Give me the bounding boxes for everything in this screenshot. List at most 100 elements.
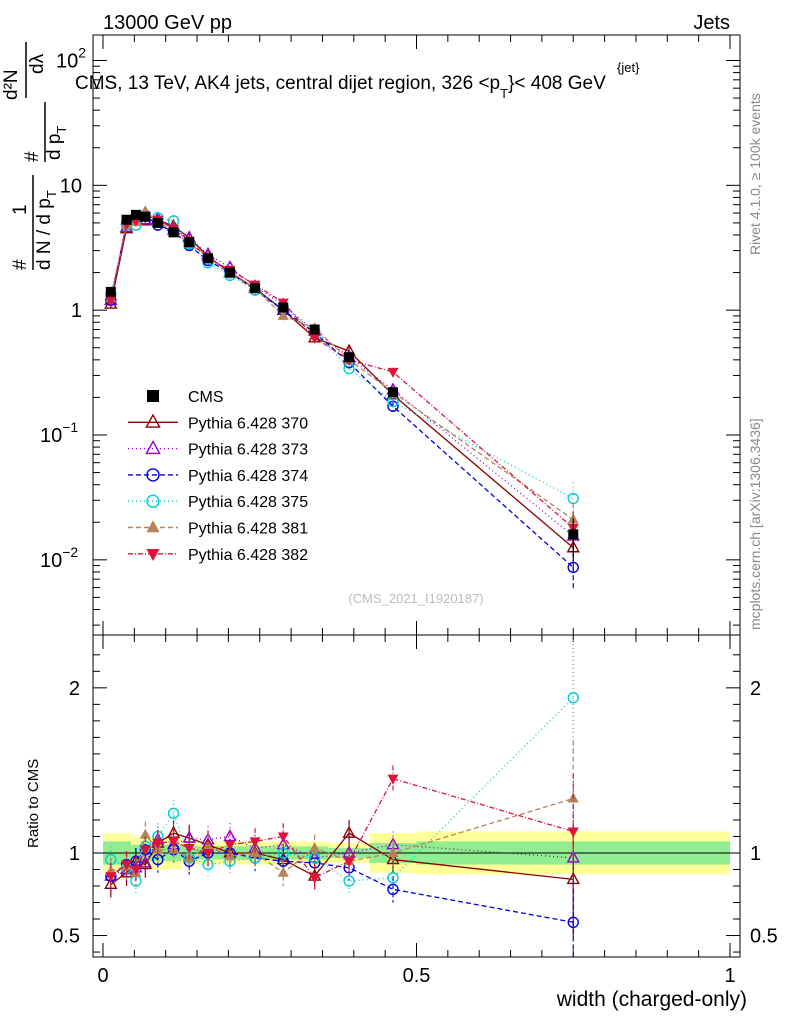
data-point-CMS bbox=[344, 352, 355, 363]
ratio-y-label: Ratio to CMS bbox=[25, 759, 42, 848]
legend-item-p375: Pythia 6.428 375 bbox=[128, 494, 308, 511]
legend: CMS Pythia 6.428 370 Pythia 6.428 373 Pythi… bbox=[128, 389, 308, 564]
analysis-id: (CMS_2021_I1920187) bbox=[348, 591, 483, 606]
ratio-point-p382 bbox=[343, 857, 355, 868]
ratio-point-p382 bbox=[183, 844, 195, 855]
data-point-p370 bbox=[104, 296, 118, 309]
mcplots-credit: mcplots.cern.ch [arXiv:1306.3436] bbox=[747, 418, 763, 630]
ratio-series bbox=[104, 639, 580, 957]
ylabel-dN: d N / d pT bbox=[34, 190, 59, 270]
data-point-p374 bbox=[567, 561, 579, 574]
ratio-point-p382 bbox=[567, 827, 579, 838]
main-y-label: # 1 d N / d pT # d pT d²N dλ bbox=[1, 42, 69, 270]
data-point-p382 bbox=[105, 296, 117, 307]
ylabel-dpT: d pT bbox=[44, 126, 69, 160]
ratio-line-p382 bbox=[110, 777, 574, 879]
ratio-y-tick-label: 2 bbox=[69, 678, 80, 700]
legend-label: Pythia 6.428 381 bbox=[188, 521, 308, 538]
legend-marker-p373 bbox=[145, 439, 161, 455]
series-line-p370 bbox=[110, 216, 574, 549]
legend-item-CMS: CMS bbox=[147, 389, 224, 406]
series-p370 bbox=[104, 210, 580, 572]
data-point-CMS bbox=[121, 214, 132, 225]
ratio-point-p382 bbox=[202, 848, 214, 859]
legend-label: Pythia 6.428 382 bbox=[188, 547, 308, 564]
legend-marker-p381 bbox=[146, 520, 160, 533]
legend-marker-p370 bbox=[145, 413, 161, 428]
data-point-p381 bbox=[277, 309, 289, 320]
ratio-y-tick-label-right: 1 bbox=[750, 843, 761, 865]
legend-marker-CMS bbox=[147, 390, 159, 402]
ratio-point-p381 bbox=[139, 828, 151, 839]
ratio-point-p382 bbox=[152, 839, 164, 850]
ratio-point-p382 bbox=[105, 872, 117, 883]
x-tick-label: 0 bbox=[97, 965, 108, 987]
data-point-p382 bbox=[309, 333, 321, 344]
legend-label: Pythia 6.428 373 bbox=[188, 442, 308, 459]
ratio-point-p373 bbox=[566, 850, 580, 863]
legend-item-p370: Pythia 6.428 370 bbox=[128, 413, 308, 432]
legend-item-p382: Pythia 6.428 382 bbox=[128, 547, 308, 564]
ratio-point-p382 bbox=[121, 860, 133, 871]
ratio-point-p382 bbox=[224, 840, 236, 851]
main-axis-ticks: 102 10 1 10−1 10−2 bbox=[40, 35, 740, 635]
ratio-point-p375 bbox=[387, 872, 399, 884]
ratio-point-p382 bbox=[130, 865, 142, 876]
plot-title-end: }< 408 GeV bbox=[508, 73, 606, 94]
y-tick-label: 102 bbox=[56, 44, 86, 72]
data-point-CMS bbox=[387, 387, 398, 398]
ylabel-one: 1 bbox=[10, 204, 31, 215]
plot-title-main: CMS, 13 TeV, AK4 jets, central dijet reg… bbox=[75, 73, 500, 94]
data-point-CMS bbox=[105, 286, 116, 297]
ratio-point-p375 bbox=[167, 807, 180, 820]
ratio-point-p373 bbox=[138, 855, 153, 868]
ratio-point-p382 bbox=[309, 873, 321, 884]
legend-marker-p382 bbox=[146, 549, 160, 561]
ratio-line-p381 bbox=[110, 797, 574, 874]
ratio-point-p370 bbox=[386, 852, 400, 865]
ratio-point-p381 bbox=[277, 866, 289, 877]
ratio-point-p382 bbox=[168, 837, 180, 848]
legend-label: Pythia 6.428 374 bbox=[188, 468, 308, 485]
legend-label: CMS bbox=[188, 389, 224, 406]
legend-label: Pythia 6.428 370 bbox=[188, 415, 308, 432]
ylabel-hash2: # bbox=[22, 151, 43, 162]
data-point-CMS bbox=[130, 209, 141, 220]
ratio-point-p382 bbox=[387, 774, 399, 785]
ratio-y-tick-label-right: 0.5 bbox=[750, 926, 778, 948]
y-tick-label: 10−1 bbox=[40, 419, 78, 447]
ratio-point-p382 bbox=[249, 837, 261, 848]
main-plot-frame bbox=[92, 34, 741, 636]
x-axis-label: width (charged-only) bbox=[556, 988, 747, 1011]
legend-marker-p375 bbox=[146, 494, 160, 508]
ratio-point-p374 bbox=[387, 883, 399, 895]
energy-label: 13000 GeV pp bbox=[103, 12, 232, 34]
category-label: Jets bbox=[693, 12, 730, 34]
ratio-point-p375 bbox=[343, 875, 355, 887]
series-p373 bbox=[104, 211, 580, 560]
series-line-p374 bbox=[110, 215, 574, 568]
legend-item-p381: Pythia 6.428 381 bbox=[128, 520, 308, 538]
ratio-point-p370 bbox=[138, 857, 153, 870]
ratio-point-p381 bbox=[309, 842, 321, 853]
ratio-axis-ticks: 0.5 0.5 1 1 2 2 0 0.5 1 bbox=[52, 635, 778, 987]
data-point-CMS bbox=[309, 324, 320, 335]
ratio-y-tick-label: 1 bbox=[69, 843, 80, 865]
ratio-y-tick-label-right: 2 bbox=[750, 678, 761, 700]
series-line-p381 bbox=[110, 210, 574, 521]
ratio-point-p382 bbox=[139, 845, 151, 856]
legend-item-p374: Pythia 6.428 374 bbox=[128, 468, 308, 485]
data-point-CMS bbox=[140, 211, 151, 222]
x-tick-label: 1 bbox=[724, 965, 735, 987]
data-point-p374 bbox=[387, 400, 399, 412]
legend-marker-p374 bbox=[146, 468, 160, 482]
data-point-CMS bbox=[203, 253, 214, 264]
ratio-series-p382 bbox=[105, 765, 579, 891]
ratio-point-p375 bbox=[567, 692, 579, 704]
series-p374 bbox=[105, 210, 579, 591]
legend-label: Pythia 6.428 375 bbox=[188, 494, 308, 511]
ratio-point-p382 bbox=[277, 832, 289, 843]
ratio-y-tick-label: 0.5 bbox=[52, 926, 80, 948]
x-tick-label: 0.5 bbox=[403, 965, 431, 987]
